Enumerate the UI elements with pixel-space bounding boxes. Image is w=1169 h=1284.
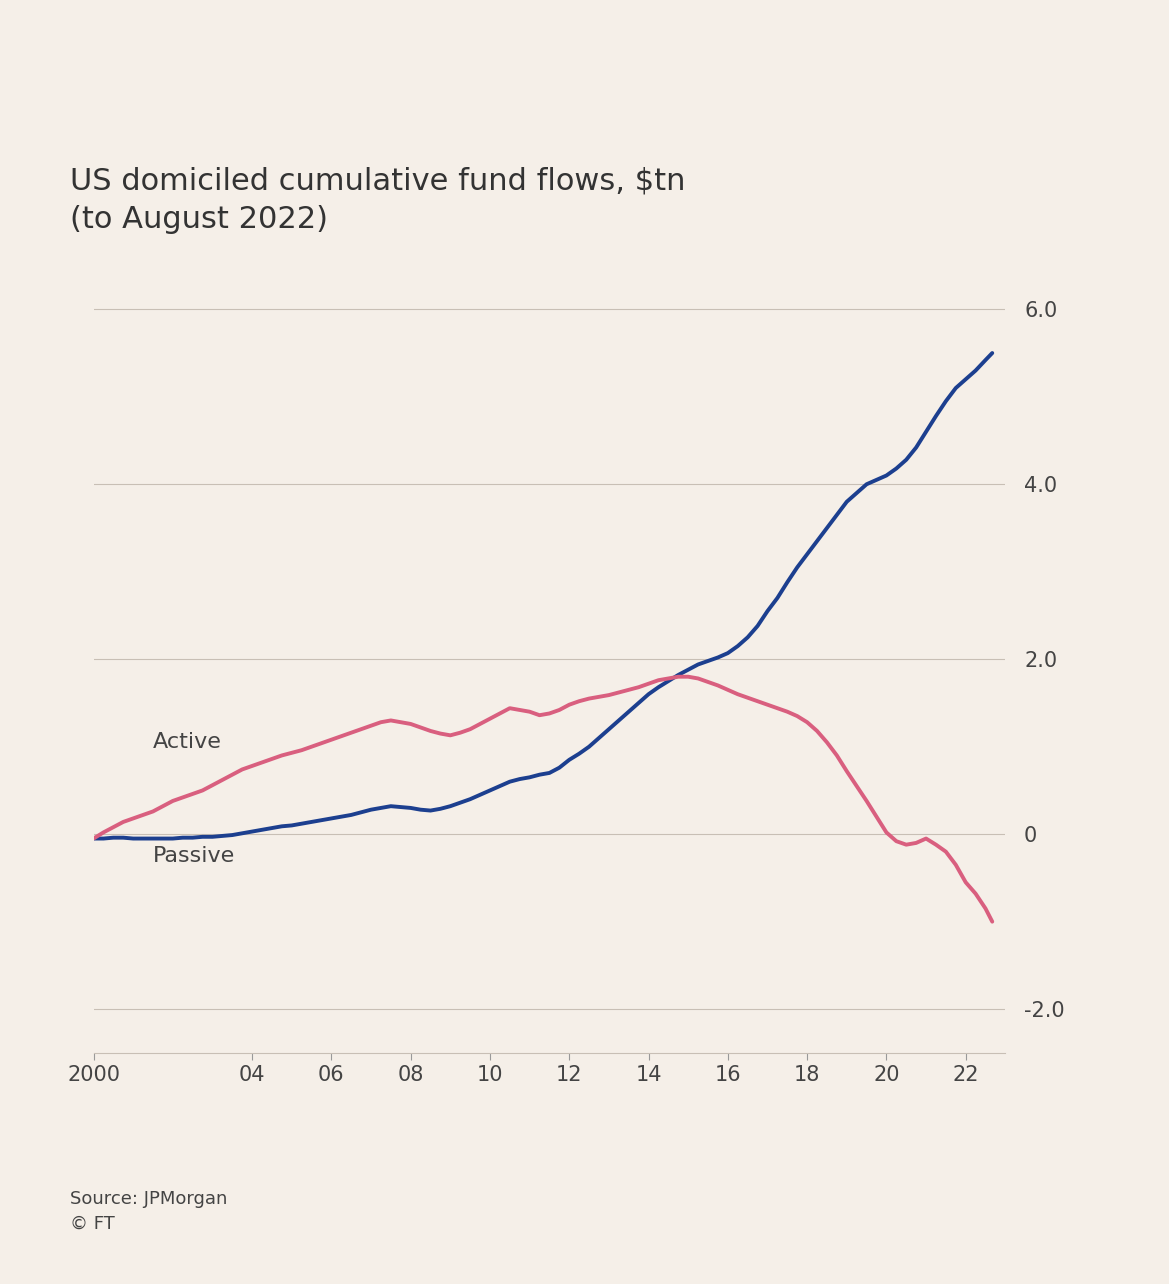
Text: Active: Active — [153, 732, 222, 752]
Text: US domiciled cumulative fund flows, $tn
(to August 2022): US domiciled cumulative fund flows, $tn … — [70, 167, 686, 234]
Text: Source: JPMorgan
© FT: Source: JPMorgan © FT — [70, 1190, 228, 1233]
Text: Passive: Passive — [153, 846, 235, 865]
